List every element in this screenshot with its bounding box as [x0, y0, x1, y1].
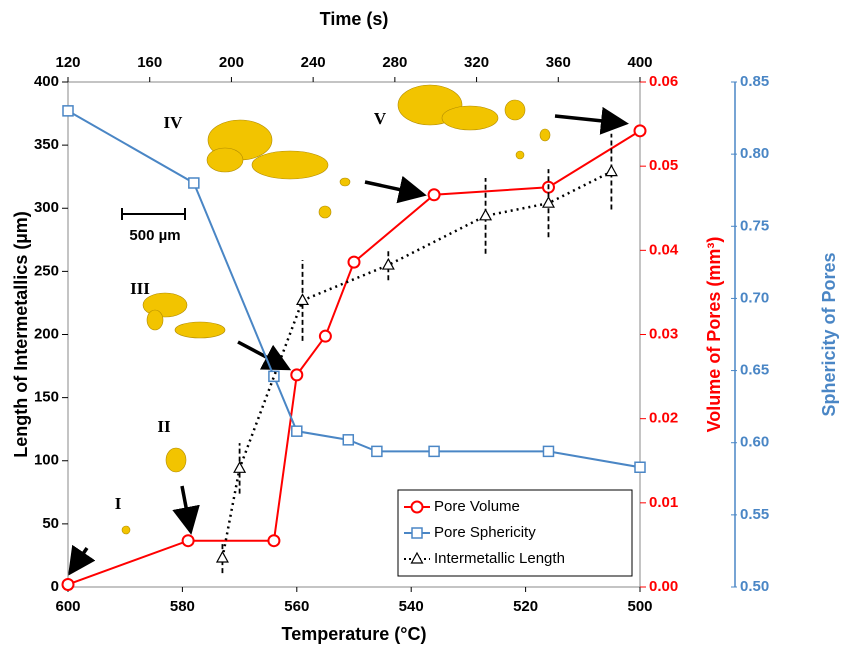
point	[428, 445, 440, 458]
point	[318, 329, 332, 343]
x-tick-label: 600	[55, 598, 80, 615]
legend-label: Pore Sphericity	[434, 524, 536, 541]
x2-tick-label: 200	[219, 54, 244, 71]
legend-label: Intermetallic Length	[434, 550, 565, 567]
yticks-label: 300	[34, 199, 59, 216]
y3ticks-label: 0.70	[740, 289, 769, 306]
x2-tick-label: 320	[464, 54, 489, 71]
x2-tick-label: 120	[55, 54, 80, 71]
point	[267, 534, 281, 548]
legend-box	[397, 489, 633, 577]
yticks-label: 150	[34, 389, 59, 406]
x2-tick-label: 360	[546, 54, 571, 71]
y3ticks-label: 0.55	[740, 506, 769, 523]
point	[634, 461, 646, 473]
x-tick-label: 500	[627, 598, 652, 615]
x-tick-label: 540	[399, 598, 424, 615]
pore-images	[121, 84, 551, 535]
legend-marker	[410, 500, 424, 514]
y3ticks-label: 0.80	[740, 145, 769, 162]
point	[181, 534, 195, 548]
yticks-label: 350	[34, 136, 59, 153]
legend-marker	[410, 551, 424, 564]
point	[381, 257, 395, 270]
point	[296, 293, 310, 306]
annotation: V	[374, 109, 387, 128]
y-axis-label: Length of Intermetallics (µm)	[11, 211, 31, 457]
point	[268, 370, 280, 383]
y3ticks-label: 0.85	[740, 73, 769, 90]
series-line	[67, 109, 641, 469]
point	[291, 425, 303, 437]
point	[347, 255, 361, 269]
yticks-label: 200	[34, 325, 59, 342]
y2ticks-label: 0.04	[649, 241, 679, 258]
annotation: IV	[164, 113, 184, 132]
point	[61, 577, 75, 591]
y3ticks-label: 0.60	[740, 434, 769, 451]
y3ticks-label: 0.65	[740, 362, 769, 379]
y2ticks-label: 0.06	[649, 73, 678, 90]
annotation: I	[115, 494, 122, 513]
point	[371, 445, 383, 458]
annotation: II	[157, 417, 171, 436]
point	[542, 445, 555, 458]
point	[633, 124, 647, 138]
x2-axis-label: Time (s)	[320, 9, 389, 29]
y2ticks-label: 0.03	[649, 325, 678, 342]
x-axis-label: Temperature (°C)	[282, 624, 427, 644]
y2ticks-label: 0.01	[649, 494, 678, 511]
arrows	[68, 106, 629, 576]
x-tick-label: 580	[170, 598, 195, 615]
y2ticks-label: 0.02	[649, 410, 678, 427]
x2-tick-label: 160	[137, 54, 162, 71]
point	[290, 368, 304, 382]
point	[62, 105, 74, 117]
annotation: 500 µm	[129, 227, 180, 244]
point	[188, 177, 200, 189]
point	[342, 434, 355, 446]
point	[541, 195, 555, 208]
x2-tick-label: 280	[382, 54, 407, 71]
legend-marker	[411, 527, 423, 539]
x-tick-label: 520	[513, 598, 538, 615]
y2ticks-label: 0.05	[649, 157, 678, 174]
point	[233, 461, 247, 473]
point	[479, 208, 493, 221]
yticks-label: 50	[42, 515, 59, 532]
y2ticks-label: 0.00	[649, 578, 678, 595]
x-tick-label: 560	[284, 598, 309, 615]
point	[604, 164, 618, 177]
yticks-label: 100	[34, 452, 59, 469]
yticks-label: 250	[34, 262, 59, 279]
y3ticks-label: 0.50	[740, 578, 769, 595]
x2-tick-label: 240	[301, 54, 326, 71]
x2-tick-label: 400	[627, 54, 652, 71]
y3ticks-label: 0.75	[740, 217, 769, 234]
legend-label: Pore Volume	[434, 498, 520, 515]
y3-axis-label: Sphericity of Pores	[819, 252, 839, 416]
annotation: III	[130, 279, 150, 298]
point	[215, 550, 229, 563]
y2-axis-label: Volume of Pores (mm³)	[704, 237, 724, 433]
point	[427, 188, 441, 202]
yticks-label: 400	[34, 73, 59, 90]
yticks-label: 0	[51, 578, 59, 595]
